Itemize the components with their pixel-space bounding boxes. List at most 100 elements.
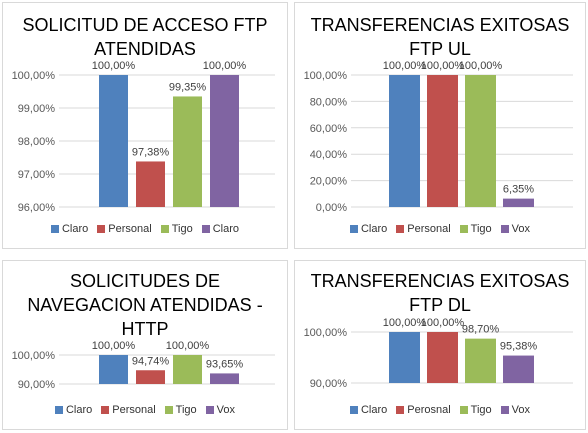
data-label: 100,00% [383, 60, 427, 72]
y-tick-label: 60,00% [310, 123, 348, 135]
legend-item: Claro [349, 404, 388, 416]
legend-swatch [164, 406, 173, 414]
legend-swatch [500, 406, 509, 414]
legend-item: Tigo [459, 223, 492, 235]
bar-personal [136, 161, 165, 207]
chart-legend: Claro Personal Tigo Vox [3, 404, 287, 416]
legend-swatch [54, 406, 63, 414]
bar-tigo [173, 355, 202, 384]
legend-swatch [50, 225, 59, 233]
bar-perosnal [427, 332, 458, 383]
legend-label: Vox [511, 223, 531, 235]
legend-item: Perosnal [396, 404, 451, 416]
chart-title: SOLICITUDES DE NAVEGACION ATENDIDAS - HT… [27, 271, 263, 339]
legend-label: Tigo [171, 223, 193, 235]
chart-title: TRANSFERENCIAS EXITOSAS FTP DL [310, 271, 570, 315]
bar-claro [389, 75, 420, 207]
data-label: 97,38% [132, 146, 170, 158]
y-tick-label: 80,00% [310, 96, 348, 108]
legend-swatch [205, 406, 214, 414]
data-label: 98,70% [462, 324, 500, 336]
legend-label: Vox [511, 404, 531, 416]
chart-plot: 96,00% 97,00% 98,00% 99,00% 100,00% 100,00% 97… [12, 60, 275, 213]
data-label: 6,35% [503, 184, 534, 196]
data-label: 100,00% [203, 60, 247, 72]
legend-label: Claro [360, 223, 388, 235]
legend-label: Tigo [175, 404, 197, 416]
legend-label: Claro [360, 404, 388, 416]
chart-plot: 90,00% 100,00% 100,00% 94,74% 100,00% 93,65% [12, 340, 275, 391]
legend-item: Tigo [160, 223, 193, 235]
legend-swatch [101, 406, 110, 414]
legend-label: Perosnal [407, 404, 451, 416]
bar-personal [427, 75, 458, 207]
data-label: 99,35% [169, 81, 207, 93]
data-label: 95,38% [500, 341, 538, 353]
y-tick-label: 99,00% [18, 103, 56, 115]
y-tick-label: 40,00% [310, 149, 348, 161]
legend-swatch [396, 406, 405, 414]
legend-swatch [349, 225, 358, 233]
y-tick-label: 97,00% [18, 169, 56, 181]
bar-vox [503, 198, 534, 207]
y-tick-label: 100,00% [304, 70, 348, 82]
bar-vox [503, 355, 534, 383]
data-label: 100,00% [421, 60, 465, 72]
y-tick-label: 100,00% [304, 327, 348, 339]
legend-label: Claro [212, 223, 239, 235]
chart-panel-http: SOLICITUDES DE NAVEGACION ATENDIDAS - HT… [2, 260, 288, 430]
chart-title: TRANSFERENCIAS EXITOSAS FTP UL [310, 15, 570, 59]
legend-swatch [396, 225, 405, 233]
y-tick-label: 0,00% [316, 202, 347, 213]
legend-swatch [459, 406, 468, 414]
legend-item: Claro [54, 404, 93, 416]
data-label: 93,65% [206, 358, 244, 370]
y-tick-label: 90,00% [18, 379, 56, 391]
data-label: 100,00% [166, 340, 210, 352]
y-tick-label: 100,00% [12, 350, 56, 362]
chart-panel-ftp-access: SOLICITUD DE ACCESO FTP ATENDIDAS 96,00%… [2, 2, 288, 249]
legend-item: Personal [396, 223, 451, 235]
bar-claro [99, 75, 128, 207]
bar-claro [389, 332, 420, 383]
chart-panel-ftp-dl: TRANSFERENCIAS EXITOSAS FTP DL 90,00% 100… [294, 260, 586, 430]
data-label: 100,00% [92, 340, 136, 352]
bar-personal [136, 370, 165, 384]
legend-swatch [201, 225, 210, 233]
chart-plot: 0,00%20,00%40,00%60,00%80,00%100,00%100,… [304, 60, 573, 213]
bar-tigo [465, 338, 496, 383]
y-tick-label: 90,00% [310, 378, 348, 390]
chart-legend: Claro Personal Tigo Claro [3, 223, 287, 235]
y-tick-label: 20,00% [310, 176, 348, 188]
legend-swatch [349, 406, 358, 414]
legend-item: Vox [205, 404, 236, 416]
legend-swatch [459, 225, 468, 233]
legend-label: Claro [61, 223, 89, 235]
data-label: 100,00% [92, 60, 136, 72]
y-tick-label: 98,00% [18, 136, 56, 148]
bar-tigo [465, 75, 496, 207]
legend-label: Personal [112, 404, 156, 416]
data-label: 100,00% [383, 317, 427, 329]
chart-plot: 90,00%100,00%100,00%100,00%98,70%95,38% [304, 317, 573, 390]
chart-legend: Claro Perosnal Tigo Vox [295, 404, 585, 416]
legend-label: Claro [65, 404, 93, 416]
legend-label: Personal [407, 223, 451, 235]
legend-label: Vox [216, 404, 236, 416]
data-label: 94,74% [132, 355, 170, 367]
legend-swatch [97, 225, 106, 233]
chart-title: SOLICITUD DE ACCESO FTP ATENDIDAS [22, 15, 268, 59]
legend-item: Claro [201, 223, 239, 235]
legend-label: Tigo [470, 223, 492, 235]
data-label: 100,00% [421, 317, 465, 329]
bar-tigo [173, 96, 202, 207]
legend-item: Personal [101, 404, 156, 416]
legend-label: Tigo [470, 404, 492, 416]
bar-vox [210, 373, 239, 384]
y-tick-label: 100,00% [12, 70, 56, 82]
bar-claro [210, 75, 239, 207]
legend-item: Vox [500, 404, 531, 416]
legend-swatch [500, 225, 509, 233]
chart-legend: Claro Personal Tigo Vox [295, 223, 585, 235]
legend-item: Personal [97, 223, 152, 235]
